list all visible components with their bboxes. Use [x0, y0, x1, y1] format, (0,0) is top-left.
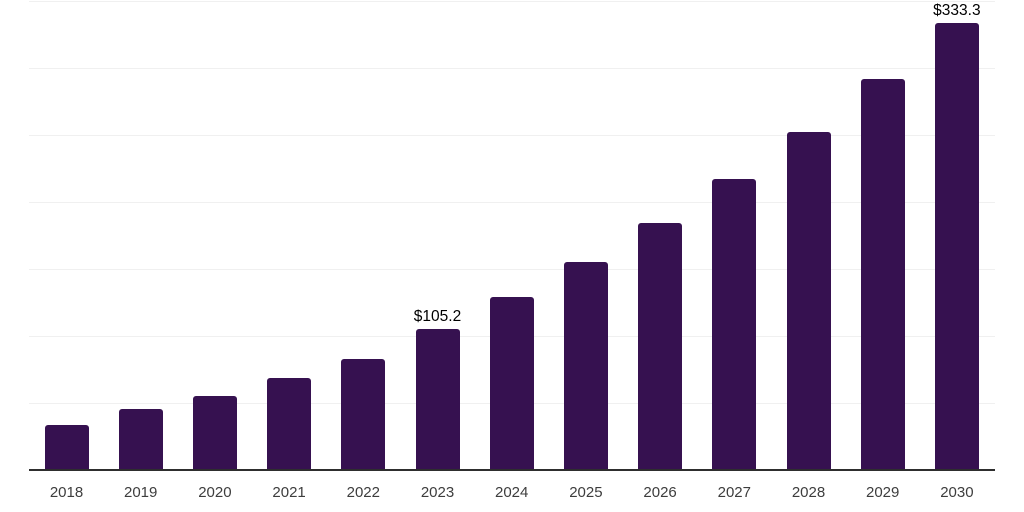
x-tick-label-2030: 2030	[940, 484, 974, 501]
data-label-2023: $105.2	[413, 308, 462, 326]
x-tick-label-2028: 2028	[791, 484, 826, 501]
gridline-250	[29, 135, 995, 136]
bar-2030	[934, 23, 979, 470]
gridline-350	[29, 1, 995, 2]
x-axis-line	[29, 469, 995, 471]
x-tick-label-2018: 2018	[49, 484, 84, 501]
data-label-2030: $333.3	[933, 2, 981, 20]
x-tick-label-2024: 2024	[495, 484, 529, 501]
x-tick-label-2029: 2029	[866, 484, 900, 501]
bar-2023	[415, 329, 460, 470]
bar-2018	[44, 424, 89, 470]
bar-2021	[267, 377, 312, 470]
bar-2026	[638, 223, 683, 470]
x-tick-label-2021: 2021	[272, 484, 306, 501]
x-tick-label-2025: 2025	[569, 484, 603, 501]
gridline-150	[29, 269, 995, 270]
bar-2029	[860, 78, 905, 470]
bar-2020	[192, 396, 237, 470]
x-tick-label-2027: 2027	[717, 484, 751, 501]
bar-2028	[786, 132, 831, 470]
x-tick-label-2022: 2022	[346, 484, 380, 501]
bar-2019	[118, 409, 163, 470]
x-tick-label-2026: 2026	[643, 484, 677, 501]
bar-2027	[712, 178, 757, 470]
gridline-200	[29, 202, 995, 203]
gridline-300	[29, 68, 995, 69]
x-tick-label-2019: 2019	[124, 484, 158, 501]
x-tick-label-2023: 2023	[420, 484, 455, 501]
bar-2025	[563, 262, 608, 470]
bar-2022	[341, 359, 386, 470]
bar-2024	[489, 297, 534, 470]
x-tick-label-2020: 2020	[198, 484, 232, 501]
